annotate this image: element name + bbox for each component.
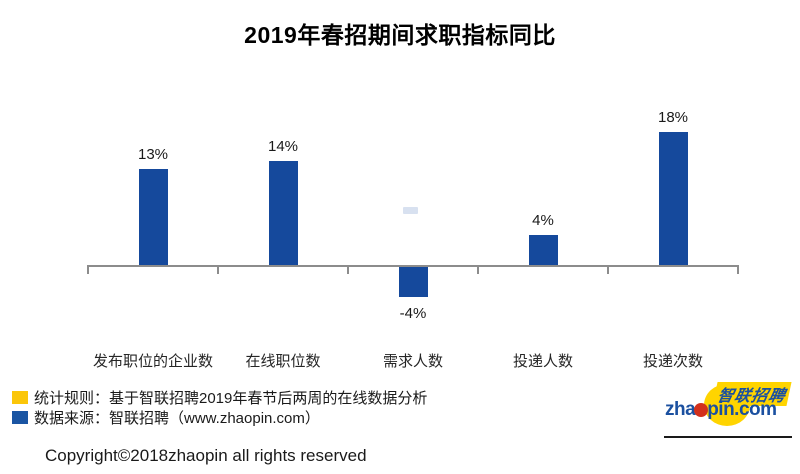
axis-tick xyxy=(217,265,219,274)
zhaopin-logo: 智联招聘 zha pin.com xyxy=(664,380,796,440)
bar xyxy=(268,161,298,265)
bar xyxy=(398,267,428,297)
watermark-artifact xyxy=(403,207,418,214)
note-statistics-rule: 统计规则：基于智联招聘2019年春节后两周的在线数据分析 xyxy=(12,389,428,407)
category-label: 在线职位数 xyxy=(245,353,321,370)
axis-tick xyxy=(607,265,609,274)
yellow-swatch-icon xyxy=(12,390,28,404)
logo-underline xyxy=(664,436,792,438)
category-label: 发布职位的企业数 xyxy=(92,353,214,370)
bar xyxy=(138,168,168,265)
category-label: 需求人数 xyxy=(382,353,444,370)
chart-title: 2019年春招期间求职指标同比 xyxy=(244,22,556,48)
value-label: 13% xyxy=(137,145,169,163)
logo-domain-text: zha pin.com xyxy=(665,399,777,421)
blue-swatch-icon xyxy=(12,410,28,424)
axis-tick xyxy=(347,265,349,274)
logo-domain-left: zha xyxy=(665,399,696,420)
value-label: 18% xyxy=(657,108,689,126)
category-label: 投递人数 xyxy=(512,353,574,370)
note-label: 数据来源：智联招聘（www.zhaopin.com） xyxy=(34,409,320,427)
copyright-text: Copyright©2018zhaopin all rights reserve… xyxy=(45,446,367,465)
bar xyxy=(658,131,688,265)
x-axis-line xyxy=(88,265,738,267)
value-label: 4% xyxy=(532,212,554,230)
axis-tick xyxy=(477,265,479,274)
value-label: -4% xyxy=(399,304,427,322)
note-data-source: 数据来源：智联招聘（www.zhaopin.com） xyxy=(12,409,320,427)
category-label: 投递次数 xyxy=(642,353,704,370)
axis-tick xyxy=(87,265,89,274)
note-label: 统计规则：基于智联招聘2019年春节后两周的在线数据分析 xyxy=(34,389,428,407)
axis-tick xyxy=(737,265,739,274)
logo-red-dot-icon xyxy=(694,403,709,417)
logo-domain-right: pin.com xyxy=(707,399,777,420)
bar xyxy=(528,235,558,265)
value-label: 14% xyxy=(267,138,299,156)
